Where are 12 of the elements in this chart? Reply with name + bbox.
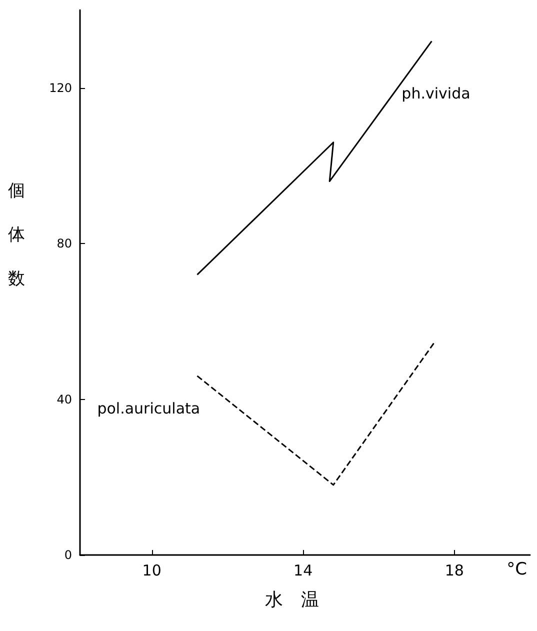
y-tick-label: 80 [56, 236, 72, 251]
y-tick-label: 40 [56, 392, 72, 406]
x-axis-title: 水 温 [265, 590, 319, 610]
y-tick-label: 120 [49, 80, 72, 95]
text: °C [506, 560, 528, 580]
x-tick-label: 14 [294, 562, 313, 580]
text: 個体数 [8, 181, 25, 289]
y-tick-label: 0 [64, 548, 72, 562]
x-tick-label: 10 [142, 562, 162, 580]
x-tick-label: 18 [444, 562, 464, 580]
series-label: ph.vivida [402, 84, 470, 103]
series-label: pol.auriculata [97, 399, 200, 418]
